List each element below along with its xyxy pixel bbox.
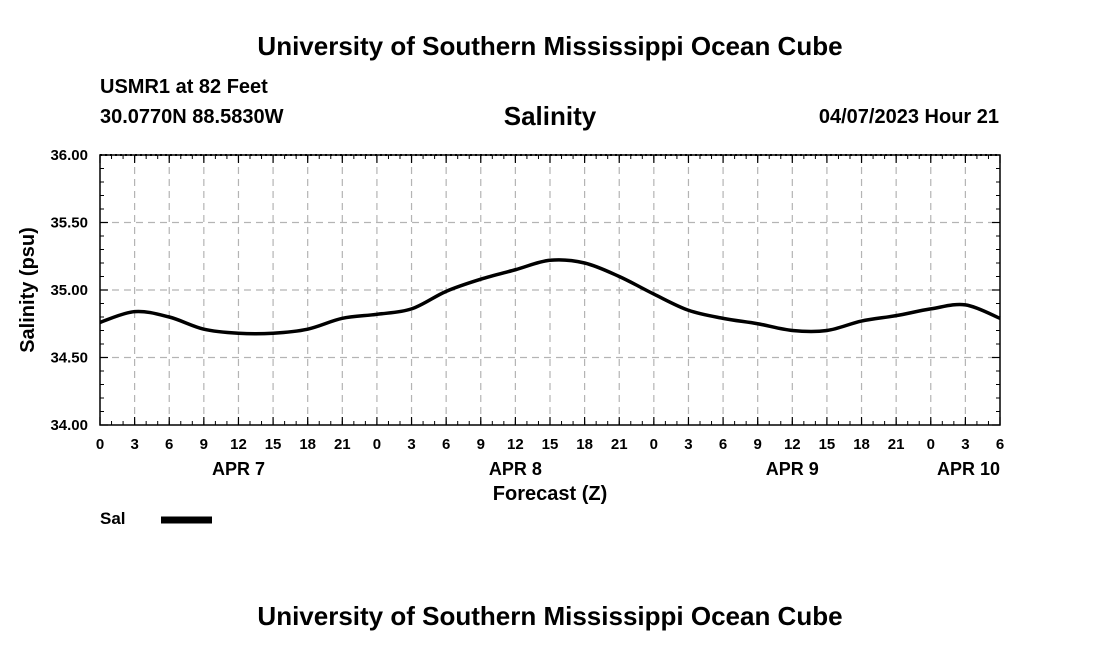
top-title: University of Southern Mississippi Ocean… (257, 31, 843, 61)
x-tick-label: 3 (961, 436, 969, 453)
x-tick-label: 21 (334, 436, 351, 453)
y-tick-label: 35.50 (50, 215, 88, 232)
y-axis-label: Salinity (psu) (17, 227, 39, 353)
y-tick-label: 35.00 (50, 282, 88, 299)
station-label: USMR1 at 82 Feet (100, 76, 268, 98)
x-tick-label: 0 (650, 436, 658, 453)
x-tick-label: 9 (754, 436, 762, 453)
legend-label: Sal (100, 509, 126, 528)
x-tick-label: 3 (407, 436, 415, 453)
x-tick-label: 21 (888, 436, 905, 453)
x-tick-label: 18 (299, 436, 316, 453)
day-labels: APR 7 APR 8 APR 9 APR 10 (212, 459, 1000, 479)
day-label: APR 10 (937, 459, 1000, 479)
grid-lines (100, 155, 1000, 425)
x-tick-label: 6 (996, 436, 1004, 453)
x-tick-label: 9 (200, 436, 208, 453)
x-tick-label: 0 (373, 436, 381, 453)
station-coords: 30.0770N 88.5830W (100, 106, 284, 128)
day-label: APR 7 (212, 459, 265, 479)
chart-title: Salinity (503, 101, 597, 131)
axis-ticks (99, 154, 1001, 426)
y-tick-label: 36.00 (50, 147, 88, 164)
x-tick-label: 6 (719, 436, 727, 453)
x-tick-label: 12 (784, 436, 801, 453)
x-tick-label: 15 (265, 436, 282, 453)
x-tick-label: 18 (853, 436, 870, 453)
x-tick-label: 21 (611, 436, 628, 453)
x-tick-label: 0 (96, 436, 104, 453)
x-axis-label: Forecast (Z) (493, 483, 607, 505)
x-tick-label: 6 (165, 436, 173, 453)
x-tick-label: 9 (477, 436, 485, 453)
x-tick-label: 15 (819, 436, 836, 453)
y-tick-label: 34.50 (50, 350, 88, 367)
x-tick-label: 18 (576, 436, 593, 453)
x-tick-label: 15 (542, 436, 559, 453)
series-line-sal (99, 258, 1001, 336)
x-tick-label: 0 (927, 436, 935, 453)
y-tick-labels: 34.00 34.50 35.00 35.50 36.00 (50, 147, 88, 434)
forecast-date: 04/07/2023 Hour 21 (818, 106, 999, 128)
x-tick-labels: 0 3 6 9 12 15 18 21 0 3 6 9 12 15 18 21 0 3 6 9 12 15 18 21 0 3 6 (96, 436, 1004, 453)
x-tick-label: 12 (507, 436, 524, 453)
day-label: APR 8 (489, 459, 542, 479)
day-label: APR 9 (766, 459, 819, 479)
x-tick-label: 12 (230, 436, 247, 453)
y-tick-label: 34.00 (50, 417, 88, 434)
x-tick-label: 6 (442, 436, 450, 453)
x-tick-label: 3 (130, 436, 138, 453)
bottom-title: University of Southern Mississippi Ocean… (257, 601, 843, 631)
series-lines (99, 258, 1001, 336)
x-tick-label: 3 (684, 436, 692, 453)
